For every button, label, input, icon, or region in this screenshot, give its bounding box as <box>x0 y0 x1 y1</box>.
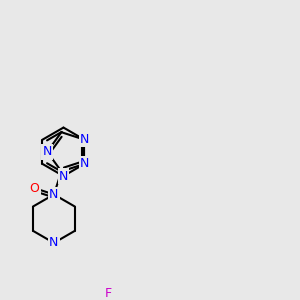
Text: N: N <box>80 133 89 146</box>
Text: F: F <box>105 287 112 300</box>
Text: N: N <box>59 169 68 182</box>
Text: N: N <box>43 145 52 158</box>
Text: N: N <box>49 236 58 249</box>
Text: O: O <box>29 182 39 195</box>
Text: N: N <box>80 158 89 170</box>
Text: N: N <box>49 188 58 201</box>
